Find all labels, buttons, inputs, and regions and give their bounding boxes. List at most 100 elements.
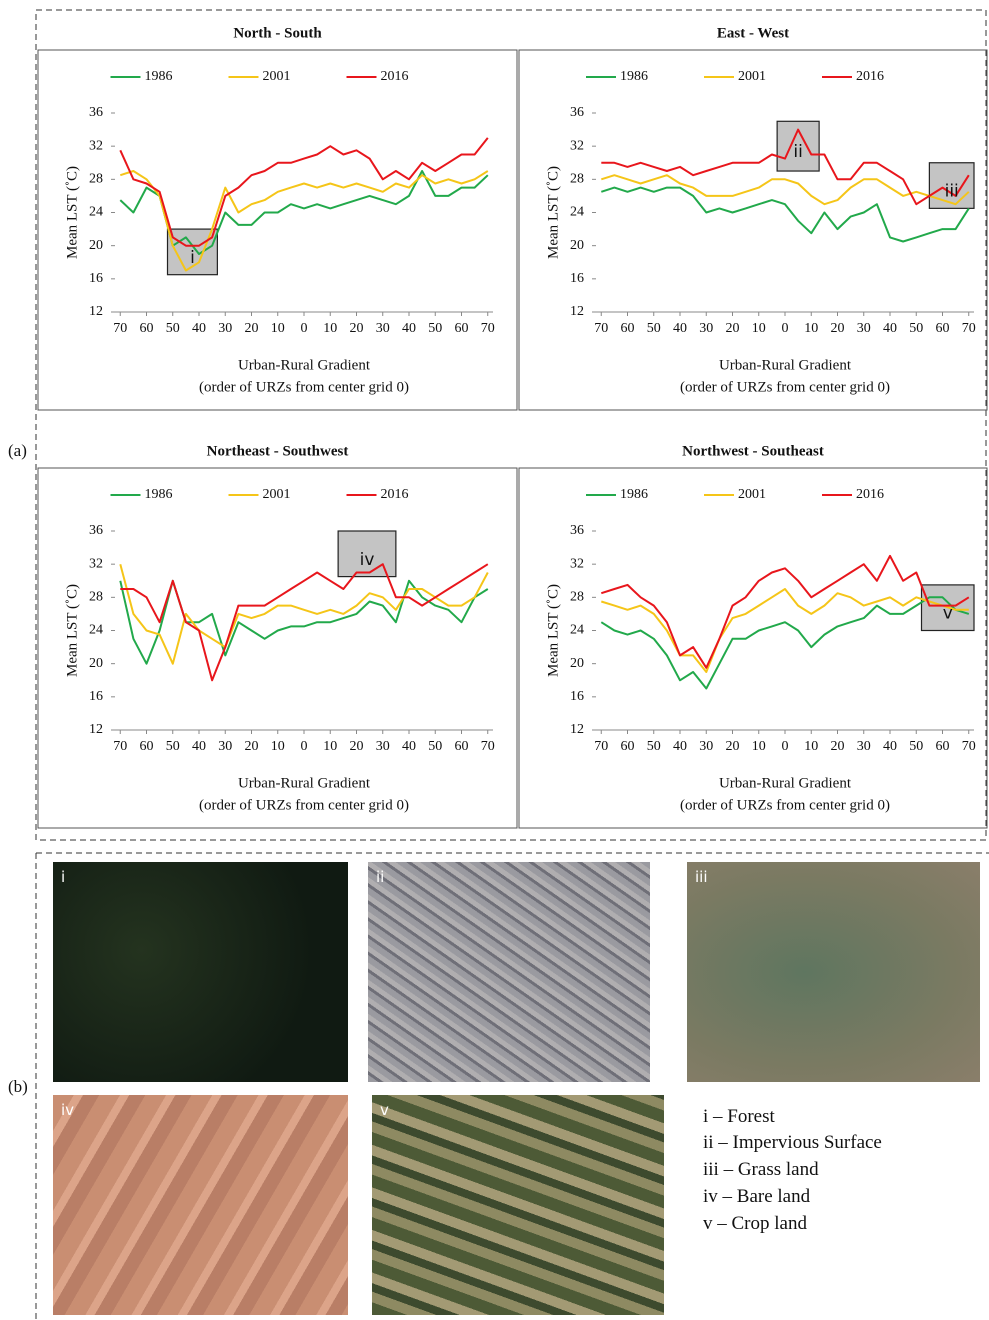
x-tick-label: 50: [428, 321, 442, 336]
x-tick-label: 70: [113, 739, 127, 754]
x-axis-note: (order of URZs from center grid 0): [199, 379, 409, 395]
x-axis-note: (order of URZs from center grid 0): [199, 797, 409, 813]
satellite-image: iii: [687, 862, 980, 1082]
chart-title: Northwest - Southeast: [682, 443, 824, 459]
x-tick-label: 20: [245, 739, 259, 754]
legend-label: 2016: [856, 69, 884, 84]
chart-title: North - South: [233, 25, 322, 41]
legend-label: 1986: [145, 487, 173, 502]
x-tick-label: 40: [402, 321, 416, 336]
legend-label: 2016: [381, 69, 409, 84]
y-tick-label: 36: [570, 523, 584, 538]
legend-label: 2001: [263, 69, 291, 84]
x-tick-label: 20: [245, 321, 259, 336]
highlight-label: ii: [793, 142, 802, 162]
image-label: iii: [695, 868, 708, 886]
y-tick-label: 16: [570, 689, 584, 704]
chart-frame: [519, 468, 987, 828]
x-tick-label: 10: [752, 321, 766, 336]
y-tick-label: 24: [570, 205, 584, 220]
legend-entry: iii – Grass land: [703, 1159, 819, 1181]
data-line: [601, 188, 969, 242]
x-tick-label: 70: [113, 321, 127, 336]
y-tick-label: 16: [570, 271, 584, 286]
x-tick-label: 0: [301, 321, 308, 336]
x-tick-label: 50: [909, 739, 923, 754]
x-tick-label: 0: [782, 739, 789, 754]
legend-label: 2001: [263, 487, 291, 502]
x-tick-label: 40: [192, 739, 206, 754]
x-tick-label: 30: [376, 739, 390, 754]
x-tick-label: 50: [909, 321, 923, 336]
y-tick-label: 32: [89, 556, 103, 571]
legend-entry: i – Forest: [703, 1106, 775, 1128]
x-tick-label: 60: [621, 321, 635, 336]
x-tick-label: 60: [936, 321, 950, 336]
legend-label: 2016: [856, 487, 884, 502]
x-tick-label: 10: [804, 321, 818, 336]
x-tick-label: 20: [350, 739, 364, 754]
x-tick-label: 10: [323, 321, 337, 336]
y-tick-label: 24: [89, 623, 103, 638]
x-tick-label: 50: [166, 739, 180, 754]
legend-label: 1986: [620, 69, 648, 84]
x-axis-label: Urban-Rural Gradient: [719, 775, 852, 791]
x-tick-label: 0: [301, 739, 308, 754]
x-tick-label: 50: [428, 739, 442, 754]
x-tick-label: 70: [481, 739, 495, 754]
legend-entry: ii – Impervious Surface: [703, 1132, 882, 1154]
chart-title: East - West: [717, 25, 789, 41]
x-axis-label: Urban-Rural Gradient: [238, 775, 371, 791]
legend-label: 2001: [738, 69, 766, 84]
data-line: [120, 564, 488, 664]
satellite-image: ii: [368, 862, 650, 1082]
satellite-image: i: [53, 862, 348, 1082]
y-tick-label: 16: [89, 271, 103, 286]
data-line: [120, 564, 488, 680]
x-tick-label: 60: [140, 321, 154, 336]
legend-label: 1986: [620, 487, 648, 502]
image-label: iv: [61, 1101, 74, 1119]
y-tick-label: 24: [570, 623, 584, 638]
x-axis-note: (order of URZs from center grid 0): [680, 797, 890, 813]
y-tick-label: 32: [570, 138, 584, 153]
highlight-label: v: [943, 604, 953, 624]
y-axis-label: Mean LST (˚C): [64, 166, 80, 259]
x-tick-label: 30: [218, 739, 232, 754]
x-tick-label: 50: [647, 739, 661, 754]
highlight-label: iv: [360, 550, 375, 570]
satellite-image: v: [372, 1095, 664, 1315]
x-tick-label: 50: [647, 321, 661, 336]
x-tick-label: 40: [673, 739, 687, 754]
x-tick-label: 60: [621, 739, 635, 754]
x-tick-label: 40: [883, 321, 897, 336]
x-tick-label: 40: [883, 739, 897, 754]
x-tick-label: 20: [350, 321, 364, 336]
x-tick-label: 10: [271, 739, 285, 754]
x-tick-label: 0: [782, 321, 789, 336]
legend-label: 2001: [738, 487, 766, 502]
highlight-label: i: [190, 248, 195, 268]
image-label: i: [61, 868, 65, 886]
y-tick-label: 12: [89, 304, 103, 319]
chart-title: Northeast - Southwest: [207, 443, 349, 459]
legend-entry: v – Crop land: [703, 1213, 807, 1235]
panel-a-frame: [36, 10, 986, 840]
y-axis-label: Mean LST (˚C): [64, 584, 80, 677]
y-tick-label: 20: [570, 656, 584, 671]
y-tick-label: 28: [570, 172, 584, 187]
x-tick-label: 40: [192, 321, 206, 336]
legend-label: 2016: [381, 487, 409, 502]
y-tick-label: 32: [570, 556, 584, 571]
x-tick-label: 30: [857, 321, 871, 336]
x-tick-label: 30: [699, 321, 713, 336]
x-tick-label: 70: [962, 321, 976, 336]
chart-frame: [38, 50, 517, 410]
x-tick-label: 10: [323, 739, 337, 754]
x-axis-label: Urban-Rural Gradient: [719, 357, 852, 373]
x-tick-label: 20: [831, 321, 845, 336]
data-line: [601, 597, 969, 688]
